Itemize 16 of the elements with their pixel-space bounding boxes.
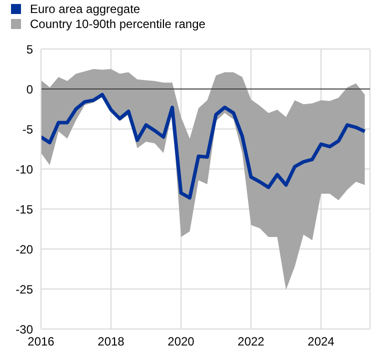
x-tick-label: 2024 xyxy=(308,334,335,349)
x-tick-label: 2018 xyxy=(98,334,125,349)
x-tick-label: 2022 xyxy=(238,334,265,349)
y-tick-label: -15 xyxy=(16,202,34,216)
y-tick-label: -10 xyxy=(16,162,34,176)
y-tick-label: -30 xyxy=(16,322,34,336)
x-tick-label: 2016 xyxy=(28,334,55,349)
text: Country 10-90th percentile range xyxy=(30,16,206,30)
y-tick-label: 0 xyxy=(26,82,34,96)
x-tick-label: 2020 xyxy=(168,334,195,349)
y-tick-label: 5 xyxy=(26,42,34,56)
legend-label: Euro area aggregate xyxy=(30,2,140,16)
y-tick-label: -5 xyxy=(22,122,34,136)
y-tick-label: -20 xyxy=(16,242,34,256)
y-tick-label: -25 xyxy=(16,282,34,296)
line-series xyxy=(41,92,366,200)
